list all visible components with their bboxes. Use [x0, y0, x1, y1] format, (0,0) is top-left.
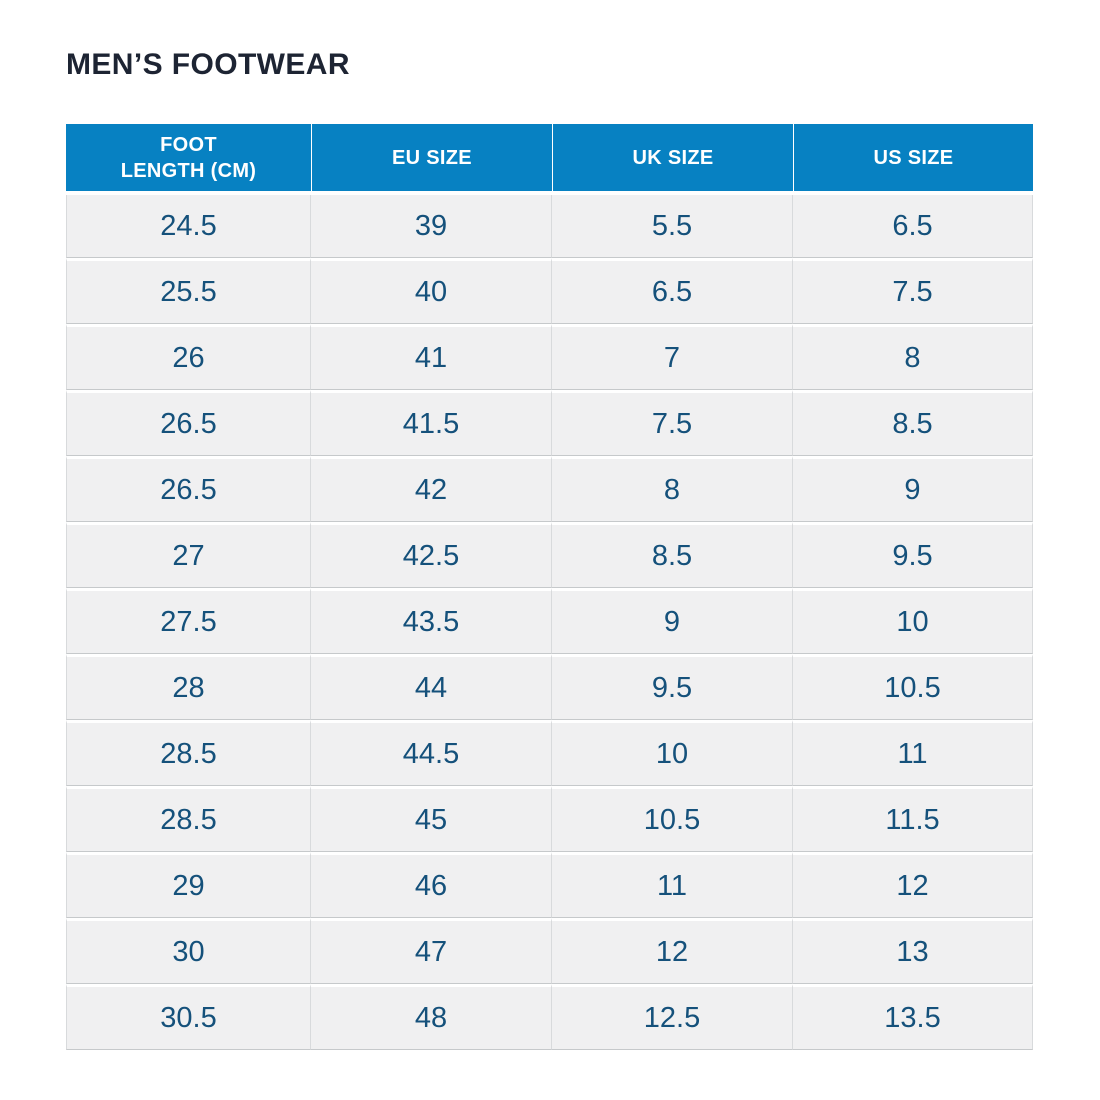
size-cell: 7 [552, 324, 793, 390]
table-header: FOOT LENGTH (CM) EU SIZE UK SIZE US SIZE [66, 124, 1033, 195]
size-cell: 8 [793, 324, 1033, 390]
size-cell: 42.5 [311, 522, 552, 588]
column-header-foot-length-cm: FOOT LENGTH (CM) [66, 124, 311, 195]
size-cell: 11.5 [793, 786, 1033, 852]
table-row: 30.5 48 12.5 13.5 [66, 984, 1033, 1050]
size-cell: 27.5 [66, 588, 311, 654]
size-cell: 12 [552, 918, 793, 984]
size-cell: 9.5 [793, 522, 1033, 588]
size-cell: 11 [793, 720, 1033, 786]
size-cell: 48 [311, 984, 552, 1050]
size-cell: 8.5 [552, 522, 793, 588]
size-cell: 6.5 [793, 195, 1033, 258]
size-cell: 11 [552, 852, 793, 918]
size-cell: 30.5 [66, 984, 311, 1050]
size-cell: 27 [66, 522, 311, 588]
size-cell: 26.5 [66, 390, 311, 456]
table-row: 28 44 9.5 10.5 [66, 654, 1033, 720]
column-header-eu-size: EU SIZE [311, 124, 552, 195]
table-row: 25.5 40 6.5 7.5 [66, 258, 1033, 324]
table-row: 30 47 12 13 [66, 918, 1033, 984]
size-cell: 8.5 [793, 390, 1033, 456]
column-header-us-size: US SIZE [793, 124, 1033, 195]
size-cell: 44.5 [311, 720, 552, 786]
size-cell: 25.5 [66, 258, 311, 324]
table-row: 26.5 42 8 9 [66, 456, 1033, 522]
table-row: 26 41 7 8 [66, 324, 1033, 390]
table-row: 24.5 39 5.5 6.5 [66, 195, 1033, 258]
size-cell: 26 [66, 324, 311, 390]
table-header-row: FOOT LENGTH (CM) EU SIZE UK SIZE US SIZE [66, 124, 1033, 195]
size-cell: 47 [311, 918, 552, 984]
size-cell: 6.5 [552, 258, 793, 324]
size-cell: 46 [311, 852, 552, 918]
size-cell: 9 [793, 456, 1033, 522]
table-row: 28.5 45 10.5 11.5 [66, 786, 1033, 852]
size-cell: 9 [552, 588, 793, 654]
size-cell: 9.5 [552, 654, 793, 720]
size-cell: 39 [311, 195, 552, 258]
size-cell: 45 [311, 786, 552, 852]
size-cell: 40 [311, 258, 552, 324]
size-cell: 29 [66, 852, 311, 918]
size-cell: 41 [311, 324, 552, 390]
size-cell: 42 [311, 456, 552, 522]
size-cell: 10.5 [552, 786, 793, 852]
table-row: 27.5 43.5 9 10 [66, 588, 1033, 654]
size-cell: 26.5 [66, 456, 311, 522]
size-cell: 5.5 [552, 195, 793, 258]
size-cell: 28.5 [66, 786, 311, 852]
size-cell: 24.5 [66, 195, 311, 258]
table-row: 26.5 41.5 7.5 8.5 [66, 390, 1033, 456]
size-cell: 8 [552, 456, 793, 522]
table-row: 28.5 44.5 10 11 [66, 720, 1033, 786]
size-cell: 44 [311, 654, 552, 720]
size-cell: 41.5 [311, 390, 552, 456]
size-cell: 7.5 [793, 258, 1033, 324]
size-cell: 10 [793, 588, 1033, 654]
size-cell: 13.5 [793, 984, 1033, 1050]
column-header-uk-size: UK SIZE [552, 124, 793, 195]
size-cell: 43.5 [311, 588, 552, 654]
table-row: 27 42.5 8.5 9.5 [66, 522, 1033, 588]
size-cell: 28 [66, 654, 311, 720]
size-cell: 10 [552, 720, 793, 786]
size-cell: 7.5 [552, 390, 793, 456]
size-cell: 12.5 [552, 984, 793, 1050]
size-chart-table: FOOT LENGTH (CM) EU SIZE UK SIZE US SIZE 24… [66, 124, 1033, 1050]
size-cell: 12 [793, 852, 1033, 918]
size-cell: 10.5 [793, 654, 1033, 720]
size-cell: 13 [793, 918, 1033, 984]
size-table-body: 24.5 39 5.5 6.5 25.5 40 6.5 7.5 26 41 7 8 26.5 41.5 7.… [66, 195, 1033, 1050]
page-title: MEN’S FOOTWEAR [66, 48, 350, 81]
size-cell: 30 [66, 918, 311, 984]
table-row: 29 46 11 12 [66, 852, 1033, 918]
size-cell: 28.5 [66, 720, 311, 786]
